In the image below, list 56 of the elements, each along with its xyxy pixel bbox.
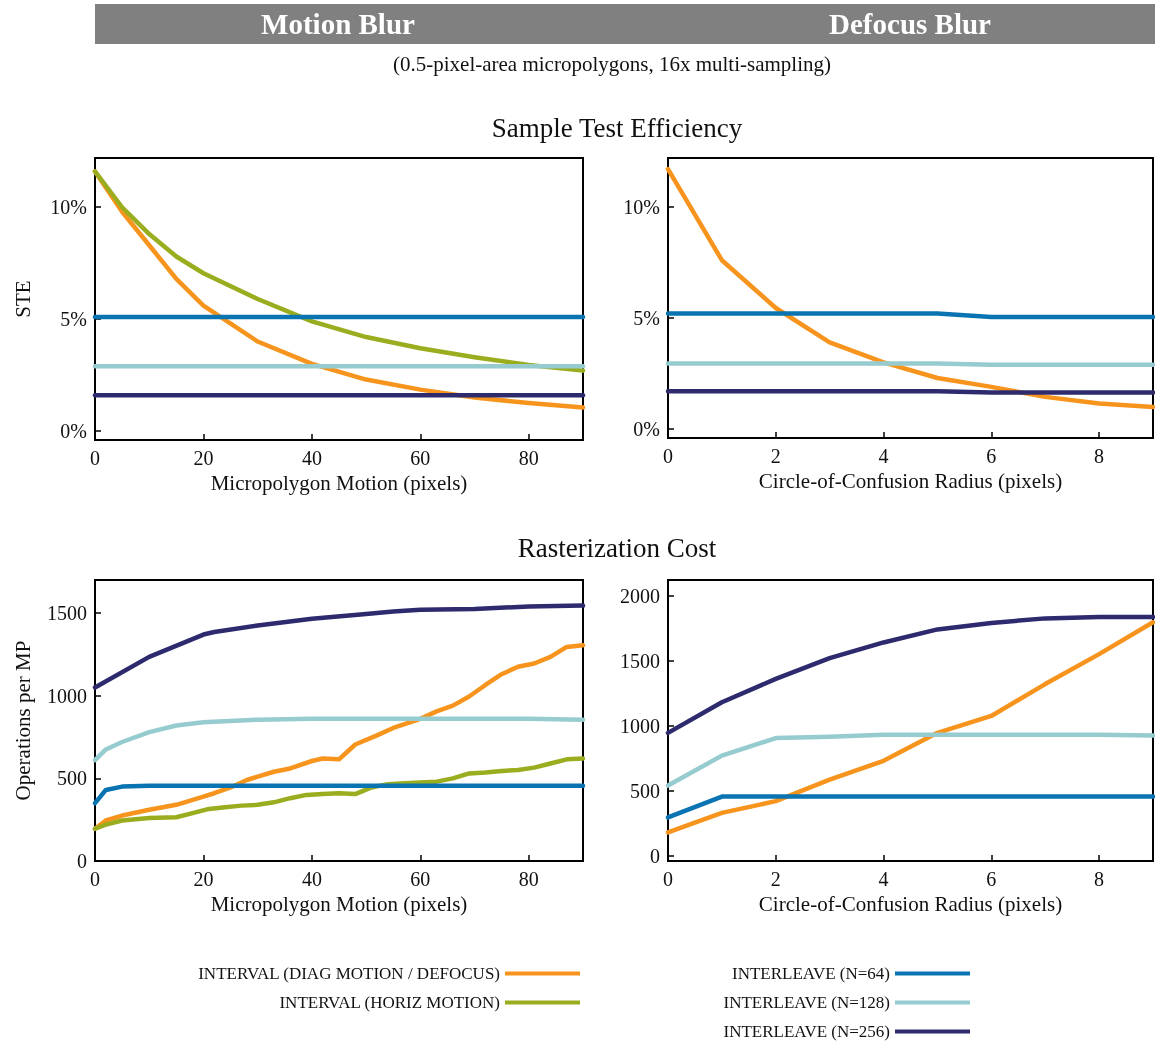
line-series <box>92 169 586 373</box>
x-tick-label: 4 <box>878 868 889 890</box>
legend-label: INTERLEAVE (N=128) <box>723 993 890 1012</box>
line-series <box>665 166 1155 410</box>
x-axis-title: Circle-of-Confusion Radius (pixels) <box>758 469 1063 494</box>
x-tick-label: 2 <box>770 445 781 467</box>
x-tick-label: 80 <box>518 447 539 469</box>
y-tick-label: 10% <box>50 196 87 219</box>
legend-label: INTERLEAVE (N=256) <box>723 1022 890 1041</box>
line-series <box>665 614 1155 736</box>
x-tick-label: 20 <box>193 868 214 890</box>
x-axis-title: Micropolygon Motion (pixels) <box>210 471 468 496</box>
x-axis-title: Micropolygon Motion (pixels) <box>210 892 468 917</box>
text: Rasterization Cost <box>517 533 717 564</box>
y-tick-label: 0 <box>77 850 87 872</box>
x-tick-label: 20 <box>193 447 214 469</box>
y-tick-label: 1000 <box>47 684 87 707</box>
y-tick-label: 10% <box>623 195 660 218</box>
line-series <box>92 783 586 806</box>
legend-label: INTERVAL (DIAG MOTION / DEFOCUS) <box>198 964 500 983</box>
line-series <box>92 716 586 763</box>
y-tick-label: 500 <box>57 767 87 790</box>
y-tick-label: 0% <box>633 418 660 441</box>
x-tick-label: 6 <box>986 445 997 467</box>
y-tick-label: 1500 <box>620 649 660 672</box>
x-tick-label: 6 <box>986 868 997 890</box>
y-tick-label: 1000 <box>620 714 660 737</box>
x-axis-title: Circle-of-Confusion Radius (pixels) <box>758 892 1063 917</box>
y-tick-label: 500 <box>630 779 660 802</box>
x-tick-label: 60 <box>410 868 431 890</box>
line-series <box>665 620 1155 835</box>
y-tick-label: 5% <box>633 307 660 329</box>
y-tick-label: 1500 <box>47 602 87 625</box>
chart-subtitle: (0.5-pixel-area micropolygons, 16x multi-sampling) <box>393 52 831 77</box>
line-series <box>665 732 1155 788</box>
x-tick-label: 60 <box>410 447 431 469</box>
x-tick-label: 8 <box>1094 445 1105 467</box>
y-axis-title: STE <box>10 280 35 318</box>
chart-title: Motion Blur <box>261 8 415 41</box>
line-series <box>92 756 586 832</box>
y-axis-title: Operations per MP <box>10 640 35 801</box>
y-tick-label: 0% <box>60 420 87 443</box>
x-tick-label: 2 <box>770 868 781 890</box>
x-tick-label: 40 <box>301 447 322 469</box>
x-tick-label: 40 <box>301 868 322 890</box>
x-tick-label: 8 <box>1094 868 1105 890</box>
legend-label: INTERVAL (HORIZ MOTION) <box>279 993 500 1012</box>
y-tick-label: 2000 <box>620 584 660 607</box>
legend-label: INTERLEAVE (N=64) <box>732 964 890 983</box>
y-tick-label: 0 <box>650 844 660 867</box>
y-tick-label: 5% <box>60 308 87 331</box>
line-series <box>92 603 586 690</box>
x-tick-label: 4 <box>878 445 889 467</box>
chart-title: Defocus Blur <box>829 8 991 41</box>
x-tick-label: 80 <box>518 868 539 890</box>
text: Sample Test Efficiency <box>491 113 743 144</box>
